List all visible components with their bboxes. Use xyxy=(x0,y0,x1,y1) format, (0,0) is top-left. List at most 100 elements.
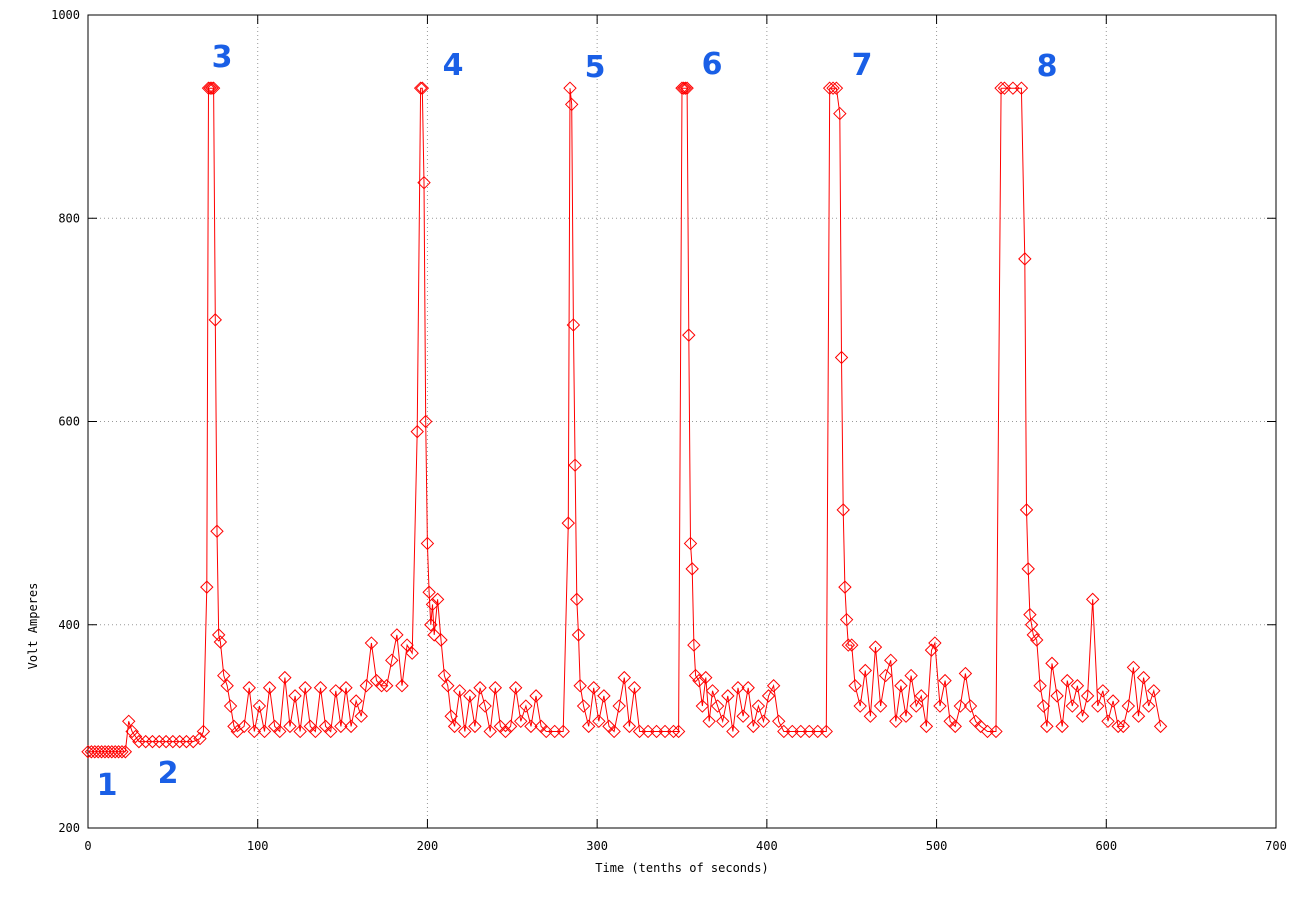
data-point xyxy=(503,719,518,734)
data-point xyxy=(1060,673,1074,688)
data-point xyxy=(422,585,436,599)
x-tick-label: 300 xyxy=(586,839,608,853)
data-point xyxy=(111,745,126,759)
data-point xyxy=(508,681,523,695)
data-point xyxy=(607,724,621,739)
data-point xyxy=(313,681,328,695)
data-point xyxy=(138,734,153,749)
data-point xyxy=(108,745,122,759)
data-point xyxy=(186,734,200,749)
data-point xyxy=(101,745,116,759)
data-point xyxy=(278,670,292,685)
data-point xyxy=(354,709,368,723)
data-point xyxy=(452,684,467,698)
data-point xyxy=(838,580,852,594)
data-point xyxy=(561,516,575,530)
data-point xyxy=(834,350,849,365)
data-point xyxy=(132,734,146,749)
data-point xyxy=(848,679,862,693)
data-point xyxy=(1014,81,1029,95)
data-point xyxy=(262,681,277,695)
data-point xyxy=(1036,699,1051,713)
data-point xyxy=(963,699,978,713)
data-point xyxy=(179,734,194,749)
data-point xyxy=(904,668,918,683)
data-point xyxy=(203,81,217,95)
data-point xyxy=(308,724,323,739)
data-point xyxy=(570,592,584,607)
data-point xyxy=(716,714,730,729)
data-point xyxy=(293,724,307,739)
data-point xyxy=(468,719,482,734)
data-point xyxy=(576,699,591,713)
data-point xyxy=(736,709,750,723)
data-point xyxy=(237,719,251,734)
data-point xyxy=(247,724,262,739)
data-point xyxy=(845,638,859,652)
data-point xyxy=(726,724,740,739)
data-point xyxy=(159,734,173,749)
data-point xyxy=(424,618,438,632)
data-point xyxy=(447,719,462,734)
data-point xyxy=(1021,562,1035,576)
data-point xyxy=(1055,719,1069,734)
data-point xyxy=(1142,699,1156,713)
data-point xyxy=(705,684,720,698)
data-point xyxy=(1106,694,1120,708)
data-point xyxy=(415,81,430,95)
data-point xyxy=(252,699,267,713)
data-point xyxy=(206,81,221,95)
data-point xyxy=(692,673,706,688)
data-point xyxy=(675,81,689,95)
data-point xyxy=(676,81,691,95)
data-point xyxy=(329,684,343,698)
data-point xyxy=(205,81,219,95)
y-tick-label: 600 xyxy=(58,415,80,429)
data-point xyxy=(208,313,222,327)
data-point xyxy=(919,719,934,734)
data-point xyxy=(172,734,187,749)
data-point xyxy=(556,724,570,739)
data-point xyxy=(678,81,693,95)
data-point xyxy=(853,699,867,713)
data-point xyxy=(200,580,214,594)
data-point xyxy=(627,681,642,695)
y-tick-label: 200 xyxy=(58,821,80,835)
data-point xyxy=(458,724,472,739)
data-point xyxy=(899,709,913,723)
data-point xyxy=(682,328,696,342)
annotation: 5 xyxy=(585,50,606,85)
annotation: 8 xyxy=(1037,49,1058,84)
data-point xyxy=(563,81,577,95)
data-point xyxy=(958,666,973,681)
data-point xyxy=(1080,689,1095,703)
data-point xyxy=(710,699,725,713)
data-point xyxy=(1045,656,1059,671)
data-point xyxy=(1116,719,1130,734)
data-point xyxy=(430,592,445,607)
data-point xyxy=(128,729,143,744)
data-point xyxy=(437,668,452,683)
x-tick-label: 400 xyxy=(756,839,778,853)
data-point xyxy=(772,714,786,729)
data-point xyxy=(597,689,611,703)
data-point xyxy=(405,646,419,660)
data-point xyxy=(756,714,771,729)
data-point xyxy=(211,628,226,642)
data-point xyxy=(115,745,129,759)
data-point xyxy=(125,724,139,739)
data-point xyxy=(463,689,477,703)
data-point xyxy=(568,458,582,472)
data-point xyxy=(419,414,433,429)
annotation: 1 xyxy=(97,768,118,803)
data-point xyxy=(863,709,878,723)
x-tick-label: 600 xyxy=(1095,839,1117,853)
data-point xyxy=(587,681,601,695)
data-point xyxy=(938,673,952,688)
data-point xyxy=(166,734,180,749)
x-tick-label: 0 xyxy=(84,839,91,853)
data-point xyxy=(928,636,942,650)
data-point xyxy=(1019,503,1034,517)
data-point xyxy=(1096,684,1110,698)
